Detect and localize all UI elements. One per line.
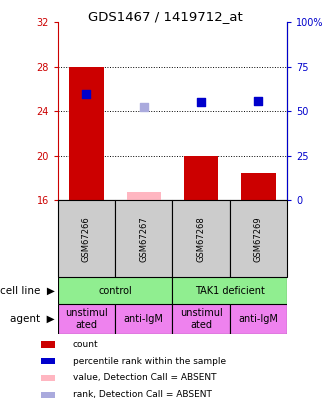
Bar	[41, 341, 55, 347]
Point	[198, 99, 204, 106]
Bar	[241, 173, 276, 200]
Bar	[230, 200, 287, 277]
Bar	[69, 67, 104, 200]
Bar	[173, 200, 230, 277]
Text: GSM67269: GSM67269	[254, 216, 263, 262]
Text: rank, Detection Call = ABSENT: rank, Detection Call = ABSENT	[73, 390, 212, 399]
Text: agent  ▶: agent ▶	[10, 314, 54, 324]
Text: percentile rank within the sample: percentile rank within the sample	[73, 357, 226, 366]
Bar	[173, 277, 287, 304]
Bar	[41, 358, 55, 364]
Text: GSM67268: GSM67268	[197, 216, 206, 262]
Text: anti-IgM: anti-IgM	[124, 314, 164, 324]
Bar	[126, 192, 161, 200]
Bar	[58, 304, 115, 334]
Text: unstimul
ated: unstimul ated	[180, 308, 222, 330]
Bar	[184, 156, 218, 200]
Bar	[173, 304, 230, 334]
Bar	[58, 277, 173, 304]
Text: anti-IgM: anti-IgM	[239, 314, 279, 324]
Bar	[115, 304, 173, 334]
Bar	[58, 200, 115, 277]
Text: count: count	[73, 340, 98, 349]
Text: unstimul
ated: unstimul ated	[65, 308, 108, 330]
Bar	[115, 200, 173, 277]
Point	[141, 104, 147, 110]
Bar	[230, 304, 287, 334]
Bar	[41, 375, 55, 381]
Text: GSM67266: GSM67266	[82, 216, 91, 262]
Text: TAK1 deficient: TAK1 deficient	[195, 286, 265, 296]
Text: GDS1467 / 1419712_at: GDS1467 / 1419712_at	[88, 10, 242, 23]
Point	[256, 98, 261, 104]
Point	[84, 90, 89, 97]
Text: cell line  ▶: cell line ▶	[0, 286, 54, 296]
Bar	[41, 392, 55, 398]
Text: control: control	[98, 286, 132, 296]
Text: value, Detection Call = ABSENT: value, Detection Call = ABSENT	[73, 373, 216, 382]
Text: GSM67267: GSM67267	[139, 216, 148, 262]
